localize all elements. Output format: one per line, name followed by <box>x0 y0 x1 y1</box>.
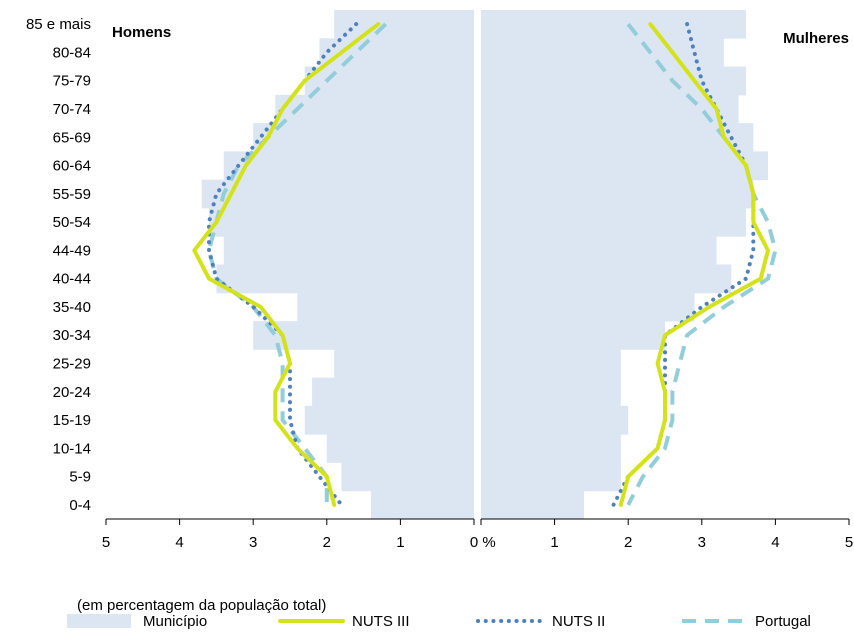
tick-label-left-3: 2 <box>323 534 331 551</box>
bar-homens-10 <box>297 292 474 322</box>
legend: Município NUTS III NUTS II Portugal <box>67 613 811 630</box>
panel-label-mulheres: Mulheres <box>783 30 849 47</box>
line-nuts-iii-homens <box>192 22 381 507</box>
bar-homens-2 <box>304 66 474 96</box>
tick-label-left-2: 3 <box>249 534 257 551</box>
age-label-9: 40-44 <box>53 271 91 288</box>
tick-label-right-2: 3 <box>698 534 706 551</box>
axes-layer <box>105 518 850 525</box>
bar-mulheres-14 <box>481 405 629 435</box>
bar-mulheres-0 <box>481 10 746 39</box>
bar-homens-17 <box>370 490 474 520</box>
age-label-14: 15-19 <box>53 412 91 429</box>
legend-label-município: Município <box>143 613 207 630</box>
bar-mulheres-17 <box>481 490 585 520</box>
age-label-0: 85 e mais <box>26 16 91 33</box>
bar-homens-11 <box>253 321 474 350</box>
axis-caption: (em percentagem da população total) <box>77 597 326 614</box>
bar-mulheres-16 <box>481 462 621 492</box>
age-label-6: 55-59 <box>53 186 91 203</box>
panel-label-homens: Homens <box>112 24 171 41</box>
age-label-10: 35-40 <box>53 299 91 316</box>
bar-mulheres-1 <box>481 38 724 68</box>
age-label-17: 0-4 <box>69 497 91 514</box>
bar-mulheres-15 <box>481 434 621 463</box>
bar-mulheres-5 <box>481 151 769 181</box>
bar-mulheres-8 <box>481 236 717 265</box>
bar-homens-15 <box>326 434 474 463</box>
bar-mulheres-10 <box>481 292 695 322</box>
age-label-4: 65-69 <box>53 129 91 146</box>
tick-label-left-0: 5 <box>102 534 110 551</box>
legend-label-nuts-iii: NUTS III <box>352 613 410 630</box>
age-label-15: 10-14 <box>53 440 91 457</box>
age-label-2: 75-79 <box>53 73 91 90</box>
bar-mulheres-4 <box>481 123 754 152</box>
legend-swatch-município <box>67 614 131 628</box>
tick-label-left-4: 1 <box>396 534 404 551</box>
line-nuts-iii-mulheres <box>618 22 770 507</box>
labels-layer: Homens Mulheres (em percentagem da popul… <box>26 16 853 614</box>
bar-homens-13 <box>312 377 474 407</box>
bar-mulheres-9 <box>481 264 732 294</box>
tick-label-right-0: 1 <box>550 534 558 551</box>
axis-unit-label: % <box>482 534 495 551</box>
bar-homens-6 <box>201 179 474 209</box>
bar-homens-12 <box>334 349 474 379</box>
bar-homens-4 <box>253 123 474 152</box>
age-label-13: 20-24 <box>53 384 91 401</box>
bar-mulheres-13 <box>481 377 621 407</box>
age-label-12: 25-29 <box>53 355 91 372</box>
legend-label-nuts-ii: NUTS II <box>552 613 605 630</box>
bars-layer <box>201 10 769 520</box>
bar-mulheres-6 <box>481 179 754 209</box>
tick-label-left-5: 0 <box>470 534 478 551</box>
bar-mulheres-11 <box>481 321 665 350</box>
age-label-5: 60-64 <box>53 158 91 175</box>
bar-homens-7 <box>209 207 475 237</box>
bar-homens-8 <box>223 236 474 265</box>
bar-homens-14 <box>304 405 474 435</box>
tick-label-right-1: 2 <box>624 534 632 551</box>
tick-label-left-1: 4 <box>175 534 183 551</box>
tick-label-right-4: 5 <box>845 534 853 551</box>
bar-homens-9 <box>216 264 474 294</box>
tick-label-right-3: 4 <box>771 534 779 551</box>
bar-homens-5 <box>223 151 474 181</box>
bar-homens-16 <box>341 462 474 492</box>
age-label-16: 5-9 <box>69 469 91 486</box>
age-label-3: 70-74 <box>53 101 91 118</box>
bar-mulheres-3 <box>481 94 739 124</box>
age-label-11: 30-34 <box>53 327 91 344</box>
bar-mulheres-7 <box>481 207 746 237</box>
lines-layer <box>192 22 778 507</box>
age-label-1: 80-84 <box>53 44 91 61</box>
legend-label-portugal: Portugal <box>755 613 811 630</box>
bar-homens-3 <box>275 94 474 124</box>
bar-mulheres-12 <box>481 349 621 379</box>
age-label-7: 50-54 <box>53 214 91 231</box>
age-label-8: 44-49 <box>53 242 91 259</box>
line-portugal-mulheres <box>626 22 778 506</box>
